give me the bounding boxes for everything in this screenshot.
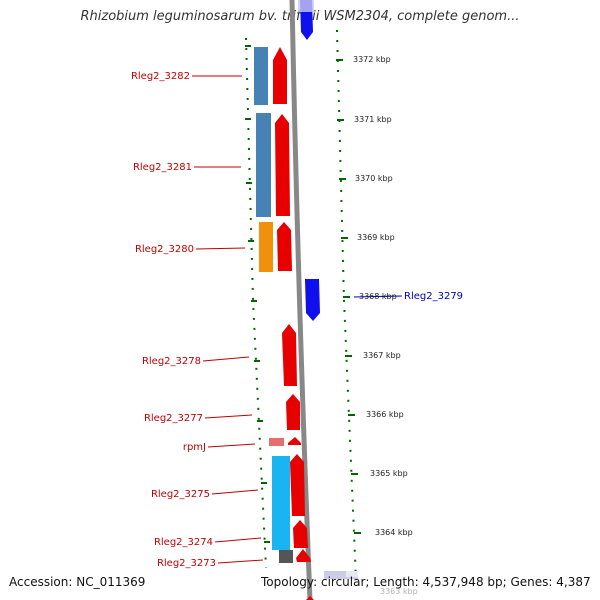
gene-label-rpmj[interactable]: rpmJ xyxy=(183,442,206,453)
leader-line-rleg2-3274 xyxy=(214,537,262,543)
cds-block-rleg2-3275[interactable] xyxy=(272,456,290,550)
tick-label-3369: 3369 kbp xyxy=(357,233,395,242)
cds-block-rleg2-3280[interactable] xyxy=(259,222,273,272)
tick-label-3372: 3372 kbp xyxy=(353,55,391,64)
cds-block-rpmj[interactable] xyxy=(269,438,284,446)
leader-line-rleg2-3277 xyxy=(204,414,253,419)
tick-label-3364: 3364 kbp xyxy=(375,528,413,537)
gene-label-rleg2-3278[interactable]: Rleg2_3278 xyxy=(142,356,201,367)
gene-feature-rleg2-3281[interactable] xyxy=(275,114,290,216)
outer-tick-ring xyxy=(336,29,361,581)
gene-feature-rpmj[interactable] xyxy=(288,437,301,445)
accession-text: Accession: NC_011369 xyxy=(9,575,146,589)
leader-line-rleg2-3279 xyxy=(353,295,403,298)
gene-feature-rleg2-3279[interactable] xyxy=(305,279,320,321)
bottom-feature-fragment xyxy=(306,596,314,600)
leader-line-rpmj xyxy=(207,443,256,448)
tick-label-3367: 3367 kbp xyxy=(363,351,401,360)
gene-feature-rleg2-3277[interactable] xyxy=(286,394,300,430)
bottom-overlay-small xyxy=(346,571,358,577)
gene-label-rleg2-3277[interactable]: Rleg2_3277 xyxy=(144,413,203,424)
gene-feature-rleg2-3273[interactable] xyxy=(296,549,311,562)
leader-line-rleg2-3278 xyxy=(202,356,250,362)
leader-line-rleg2-3275 xyxy=(211,489,259,495)
leader-line-rleg2-3280 xyxy=(195,247,246,250)
page-title: Rhizobium leguminosarum bv. trifolii WSM… xyxy=(80,9,520,24)
genome-summary-text: Topology: circular; Length: 4,537,948 bp… xyxy=(261,575,591,589)
tick-label-3368: 3368 kbp xyxy=(359,292,397,301)
gene-label-rleg2-3273[interactable]: Rleg2_3273 xyxy=(157,558,216,569)
tick-label-3371: 3371 kbp xyxy=(354,115,392,124)
cds-block-rleg2-3273[interactable] xyxy=(279,550,293,563)
cds-block-rleg2-3281[interactable] xyxy=(256,113,271,217)
gene-feature-rleg2-3275[interactable] xyxy=(290,454,305,516)
gene-label-rleg2-3274[interactable]: Rleg2_3274 xyxy=(154,537,213,548)
inner-tick-ring xyxy=(245,37,270,569)
leader-line-rleg2-3273 xyxy=(217,559,264,564)
gene-label-rleg2-3275[interactable]: Rleg2_3275 xyxy=(151,489,210,500)
gene-label-rleg2-3281[interactable]: Rleg2_3281 xyxy=(133,162,192,173)
gene-feature-rleg2-3274[interactable] xyxy=(293,520,308,548)
tick-label-3363: 3363 kbp xyxy=(380,587,418,596)
gene-label-rleg2-3279[interactable]: Rleg2_3279 xyxy=(404,291,463,302)
cds-block-rleg2-3282[interactable] xyxy=(254,47,268,105)
gene-feature-rleg2-3282[interactable] xyxy=(273,47,287,104)
gene-label-rleg2-3282[interactable]: Rleg2_3282 xyxy=(131,71,190,82)
bottom-overlay xyxy=(324,571,358,579)
tick-label-3370: 3370 kbp xyxy=(355,174,393,183)
gene-feature-rleg2-3278[interactable] xyxy=(282,324,297,386)
tick-label-3365: 3365 kbp xyxy=(370,469,408,478)
genome-backbone xyxy=(289,0,313,600)
top-overlay xyxy=(298,0,314,12)
tick-label-3366: 3366 kbp xyxy=(366,410,404,419)
gene-feature-rleg2-3280[interactable] xyxy=(277,222,292,271)
gene-label-rleg2-3280[interactable]: Rleg2_3280 xyxy=(135,244,194,255)
